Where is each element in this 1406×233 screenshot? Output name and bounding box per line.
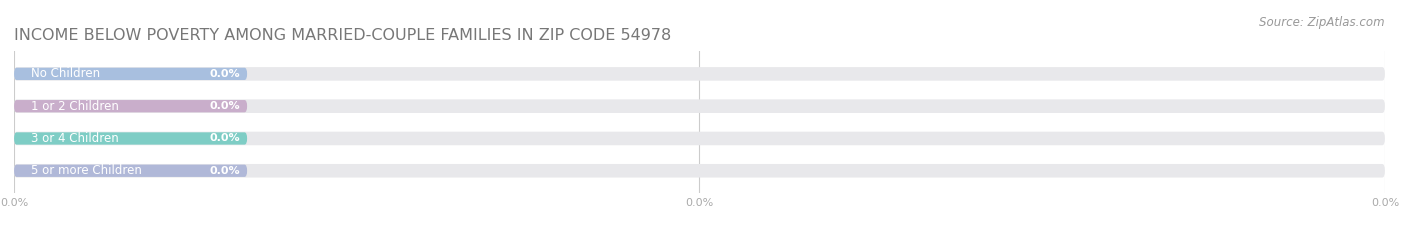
- FancyBboxPatch shape: [14, 164, 1385, 178]
- Text: 1 or 2 Children: 1 or 2 Children: [31, 100, 118, 113]
- FancyBboxPatch shape: [14, 132, 247, 145]
- Text: 0.0%: 0.0%: [209, 166, 240, 176]
- FancyBboxPatch shape: [14, 100, 247, 112]
- Text: Source: ZipAtlas.com: Source: ZipAtlas.com: [1260, 16, 1385, 29]
- Text: No Children: No Children: [31, 67, 100, 80]
- FancyBboxPatch shape: [14, 132, 1385, 145]
- Text: 0.0%: 0.0%: [209, 69, 240, 79]
- Text: 0.0%: 0.0%: [209, 101, 240, 111]
- Text: 5 or more Children: 5 or more Children: [31, 164, 142, 177]
- FancyBboxPatch shape: [14, 165, 247, 177]
- Text: INCOME BELOW POVERTY AMONG MARRIED-COUPLE FAMILIES IN ZIP CODE 54978: INCOME BELOW POVERTY AMONG MARRIED-COUPL…: [14, 28, 671, 43]
- Text: 3 or 4 Children: 3 or 4 Children: [31, 132, 118, 145]
- FancyBboxPatch shape: [14, 67, 1385, 81]
- FancyBboxPatch shape: [14, 99, 1385, 113]
- Text: 0.0%: 0.0%: [209, 134, 240, 144]
- FancyBboxPatch shape: [14, 68, 247, 80]
